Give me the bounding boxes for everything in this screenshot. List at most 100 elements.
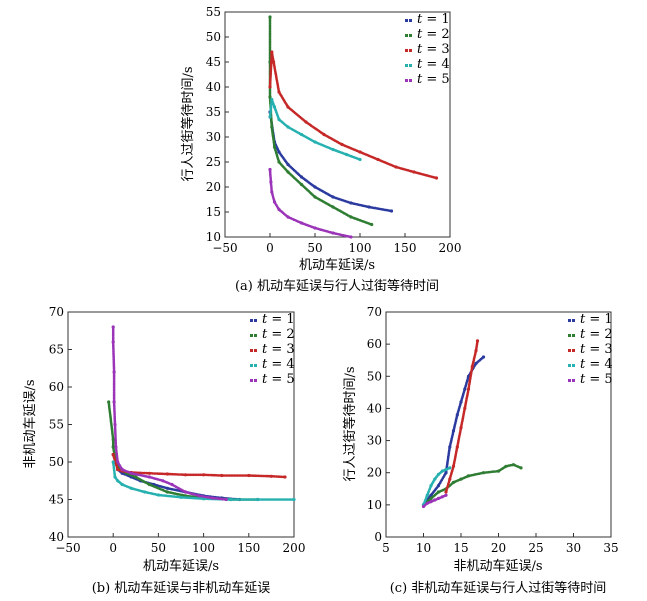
data-point [286,170,290,174]
data-point [111,445,115,449]
data-point [247,473,251,478]
legend-swatch [250,349,253,352]
data-point [448,445,452,449]
data-point [444,467,448,472]
x-tick-label: 50 [151,541,166,555]
data-point [299,182,304,187]
legend-swatch [254,379,257,382]
y-tick-label: 45 [49,493,64,507]
data-point [112,400,116,404]
legend-value: = 3 [422,42,449,57]
legend-var: t [580,372,586,387]
y-tick-label: 15 [206,205,221,219]
y-tick-label: 40 [206,80,221,94]
data-point [344,152,349,157]
legend-value: = 2 [422,27,449,42]
data-point [183,473,188,477]
panel-a-ticks: −50 0 50 100 150 200 10 15 20 25 30 35 40 45 50 55 [206,5,462,255]
data-point [269,180,273,184]
data-point [224,497,228,502]
x-tick-label: −50 [212,241,237,255]
data-point [367,205,371,209]
data-point [277,160,281,164]
legend-swatch [409,64,412,67]
data-point [370,222,374,227]
panel-a-marks [268,15,439,239]
legend-var: t [580,342,586,357]
data-point [313,226,317,230]
data-point [111,325,115,329]
data-point [270,125,274,129]
panel-b-xlabel: 机动车延误/s [143,558,219,574]
y-tick-label: 70 [367,305,382,319]
legend-item: t = 3 [568,342,613,357]
data-point [466,374,471,378]
y-tick-label: 55 [206,5,221,19]
data-point [113,475,117,479]
series-5 [111,325,228,502]
y-tick-label: 20 [367,466,382,480]
data-point [165,472,169,476]
legend-value: = 4 [585,357,612,372]
legend-swatch [572,364,575,367]
legend-value: = 2 [585,327,612,342]
data-point [511,463,516,467]
legend-item: t = 2 [405,27,450,42]
data-point [129,486,133,490]
legend-swatch [250,319,253,322]
legend-swatch [409,49,412,52]
legend-label: t = 1 [262,312,295,327]
data-point [436,496,441,500]
data-point [156,493,160,497]
legend-item: t = 4 [250,357,295,372]
data-point [463,387,467,391]
data-point [114,445,118,449]
data-point [143,490,147,494]
panel-b-legend: t = 1t = 2t = 3t = 4t = 5 [250,312,295,387]
y-tick-label: 50 [49,455,64,469]
data-point [292,497,296,502]
panel-a-caption: (a) 机动车延误与行人过街等待时间 [235,278,439,294]
y-tick-label: 55 [49,418,64,432]
legend-swatch [254,334,257,337]
legend-value: = 5 [585,372,612,387]
x-tick-label: 150 [237,541,260,555]
y-tick-label: 45 [206,55,221,69]
panel-c-marks [421,339,523,509]
y-tick-label: 0 [374,530,382,544]
x-tick-label: −50 [55,541,80,555]
data-point [455,413,459,417]
legend-value: = 4 [422,57,449,72]
x-tick-label: 20 [491,541,506,555]
x-tick-label: 200 [439,241,462,255]
data-point [451,464,456,468]
data-point [111,460,115,464]
data-point [268,95,272,99]
legend-swatch [250,364,253,367]
panel-a-legend: t = 1t = 2t = 3t = 4t = 5 [405,12,450,87]
legend-swatch [254,364,257,367]
data-point [463,406,467,410]
panel-b-caption: (b) 机动车延误与非机动车延误 [92,580,271,596]
legend-label: t = 5 [417,72,450,87]
data-point [283,475,287,479]
series-5 [421,493,448,509]
data-point [429,496,433,500]
x-tick-label: 30 [566,541,581,555]
data-point [466,474,471,478]
legend-swatch [568,349,571,352]
data-point [229,497,233,502]
data-point [434,176,439,180]
y-tick-label: 50 [206,30,221,44]
series-3 [444,339,480,494]
data-point [425,493,429,497]
data-point [272,105,277,109]
legend-label: t = 2 [262,327,295,342]
data-point [313,185,317,189]
data-point [475,339,480,343]
data-point [394,165,398,169]
legend-var: t [262,312,268,327]
data-point [451,480,456,484]
legend-swatch [568,364,571,367]
legend-swatch [254,319,257,322]
